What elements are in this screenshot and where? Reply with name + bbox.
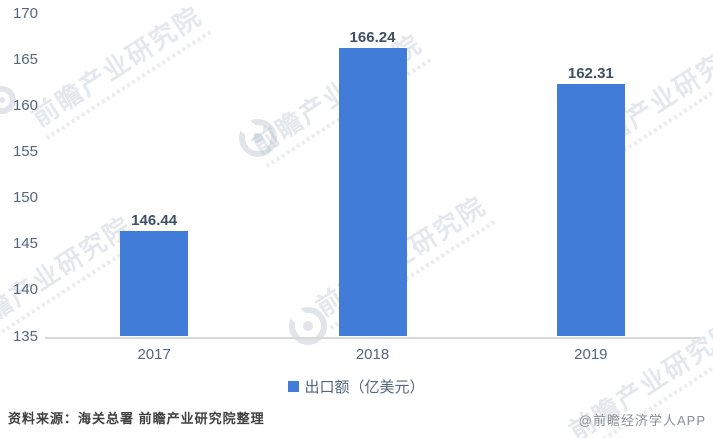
y-axis-label: 155 xyxy=(12,142,38,160)
y-axis-label: 145 xyxy=(12,235,38,253)
legend-label: 出口额（亿美元） xyxy=(304,378,425,396)
y-axis-label: 160 xyxy=(12,96,38,114)
source-note: 资料来源：海关总署 前瞻产业研究院整理 xyxy=(8,411,265,426)
bar xyxy=(120,230,189,337)
bar-value-label: 166.24 xyxy=(349,29,396,47)
legend-swatch-icon xyxy=(288,380,300,392)
y-axis-label: 150 xyxy=(12,189,38,207)
y-axis-label: 170 xyxy=(12,4,38,22)
y-axis-label: 135 xyxy=(12,327,38,345)
x-axis-label: 2019 xyxy=(574,346,608,363)
bar-value-label: 162.31 xyxy=(567,65,614,83)
x-axis-label: 2018 xyxy=(355,346,390,363)
x-axis-line xyxy=(45,336,700,339)
credit-note: @前瞻经济学人APP xyxy=(578,413,706,428)
bar xyxy=(338,48,407,337)
y-axis-label: 140 xyxy=(12,281,38,299)
y-axis-label: 165 xyxy=(12,50,38,68)
legend: 出口额（亿美元） xyxy=(0,377,713,396)
bar xyxy=(556,84,625,337)
x-axis-label: 2017 xyxy=(137,346,171,363)
bar-value-label: 146.44 xyxy=(131,211,178,229)
